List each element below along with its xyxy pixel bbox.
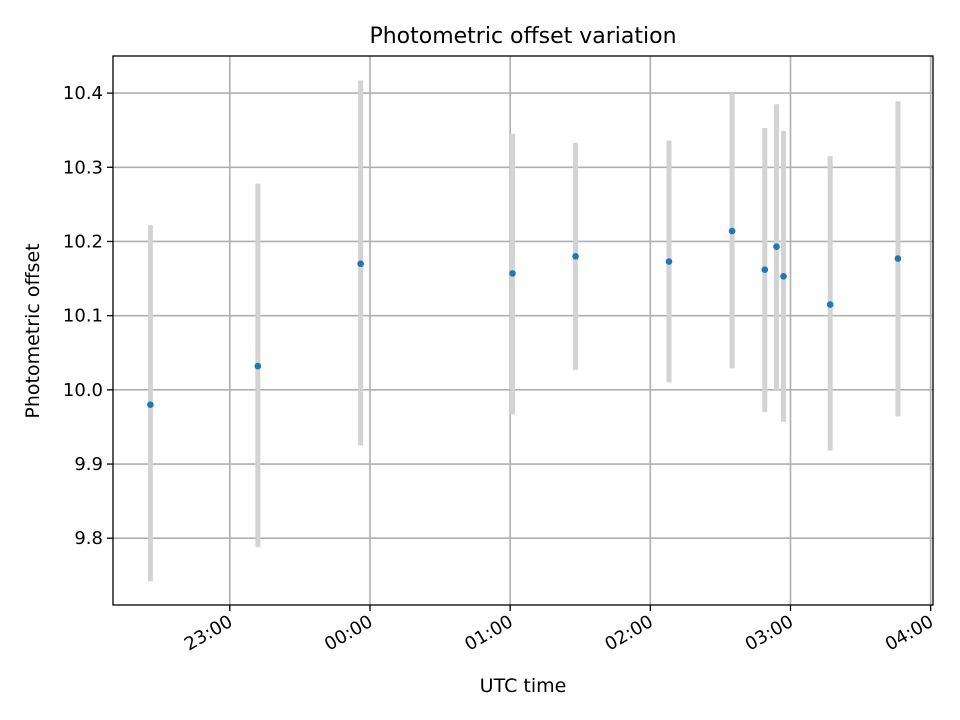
data-point — [728, 227, 736, 235]
grid-lines — [113, 56, 933, 605]
y-tick-label: 10.3 — [63, 157, 103, 178]
data-points — [147, 227, 902, 408]
data-point — [761, 266, 769, 273]
x-axis-label: UTC time — [480, 675, 567, 697]
data-point — [572, 253, 579, 260]
y-tick-label: 10.0 — [63, 380, 103, 401]
y-tick-label: 10.4 — [63, 83, 103, 104]
data-point — [665, 258, 673, 265]
chart-title: Photometric offset variation — [369, 24, 676, 49]
y-tick-label: 9.9 — [74, 454, 103, 475]
data-point — [780, 273, 787, 280]
y-tick-label: 10.1 — [63, 306, 103, 327]
data-point — [773, 243, 780, 250]
y-tick-label: 9.8 — [74, 528, 103, 549]
data-point — [894, 255, 902, 262]
data-point — [826, 301, 834, 308]
y-axis-label: Photometric offset — [22, 243, 44, 418]
data-point — [254, 362, 262, 370]
data-point — [509, 270, 516, 277]
data-point — [357, 260, 364, 268]
axes-frame — [112, 55, 934, 606]
data-point — [147, 401, 154, 408]
y-axis-ticks: 9.8 9.9 10.0 10.1 10.2 10.3 10.4 — [63, 83, 113, 549]
y-tick-label: 10.2 — [63, 231, 103, 252]
